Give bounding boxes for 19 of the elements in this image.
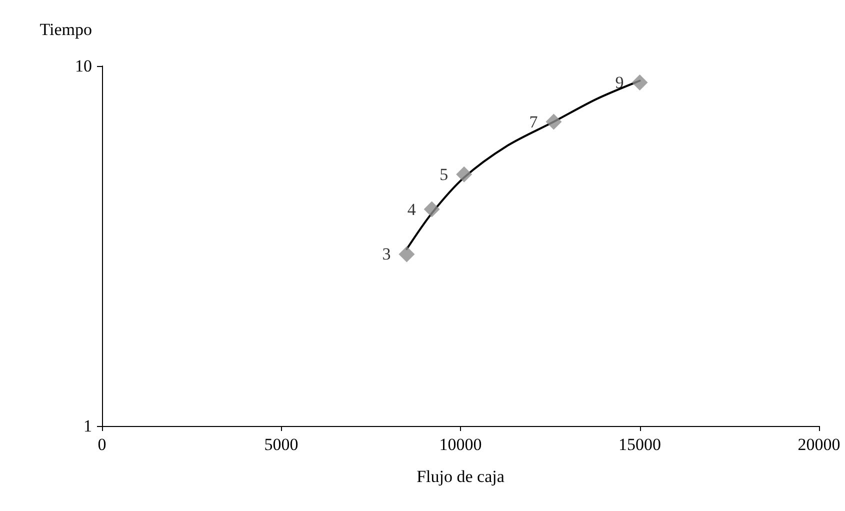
point <box>632 74 648 90</box>
data-label: 9 <box>615 72 624 92</box>
x-tick-label: 5000 <box>264 435 298 454</box>
data-label: 7 <box>529 112 538 132</box>
x-tick-label: 10000 <box>439 435 482 454</box>
point <box>424 201 440 218</box>
data-label: 3 <box>382 244 391 264</box>
point <box>456 166 472 182</box>
data-label: 5 <box>440 164 448 184</box>
point <box>398 246 415 262</box>
x-tick-label: 15000 <box>618 435 661 454</box>
x-axis-title: Flujo de caja <box>416 467 505 486</box>
x-tick-label: 20000 <box>798 435 840 454</box>
y-tick-label: 1 <box>84 416 92 436</box>
data-label: 4 <box>407 200 416 219</box>
y-axis-title: Tiempo <box>40 20 92 39</box>
point <box>546 114 562 130</box>
y-tick-label: 10 <box>75 56 92 76</box>
x-tick-label: 0 <box>98 435 106 454</box>
